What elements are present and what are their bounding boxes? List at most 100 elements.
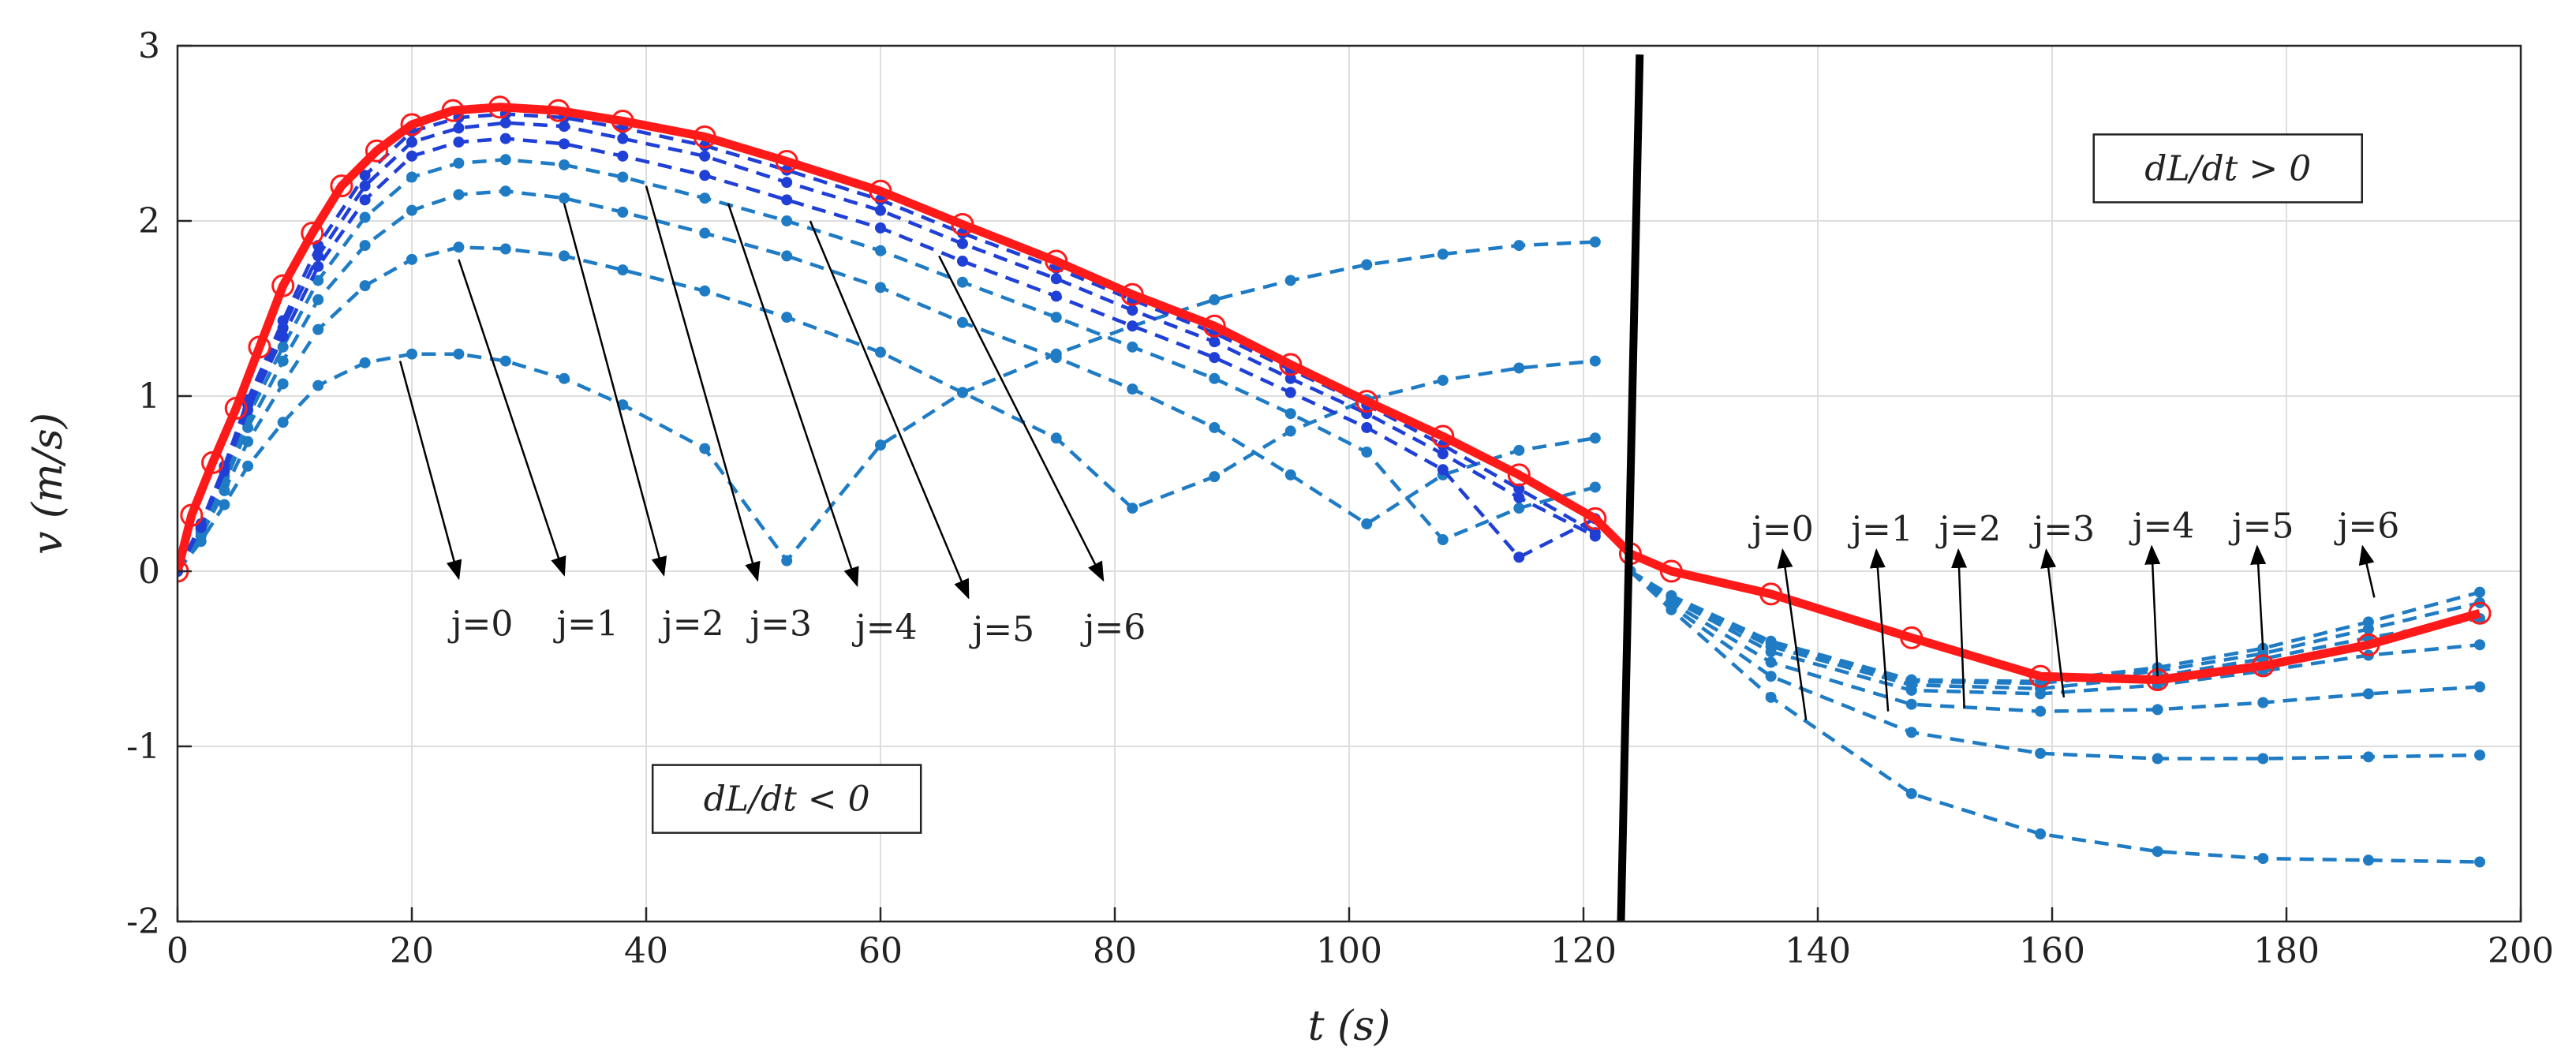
iterate-data-point: [1437, 448, 1449, 460]
iteration-arrow: [1777, 548, 1808, 720]
iterate-data-point: [1437, 464, 1449, 476]
optimal-data-point: [1045, 249, 1068, 273]
iterate-data-point: [1209, 471, 1221, 483]
iterate-data-point: [1513, 503, 1525, 514]
iterate-data-point: [956, 316, 968, 328]
iterate-data-point: [195, 518, 207, 530]
iteration-label: j=2: [658, 604, 724, 645]
iterate-data-point: [242, 460, 254, 472]
iterate-data-point: [1437, 534, 1449, 546]
iteration-arrow: [2250, 544, 2267, 650]
iterate-data-point: [1361, 259, 1373, 271]
optimal-data-point: [611, 109, 634, 133]
iterate-data-point: [699, 227, 711, 239]
iterate-data-point: [1284, 469, 1296, 480]
iterate-data-point: [781, 215, 793, 226]
boundary-line: [1617, 54, 1644, 922]
optimal-data-point: [248, 335, 271, 359]
iterate-data-point: [2257, 697, 2269, 708]
iterate-data-point: [956, 387, 968, 398]
iterate-data-point: [1765, 635, 1777, 647]
iterate-data-point: [1513, 240, 1525, 252]
iterate-data-point: [499, 133, 511, 144]
iteration-arrow: [1951, 548, 1968, 708]
region-label-box: [651, 764, 922, 834]
iterate-data-point: [312, 323, 324, 335]
iterate-data-point: [406, 136, 417, 148]
x-tick-label: 120: [1550, 931, 1617, 971]
y-tick-label: 2: [138, 201, 160, 241]
x-tick-label: 160: [2019, 931, 2085, 971]
iterate-data-point: [359, 170, 371, 181]
x-tick-label: 40: [624, 931, 668, 971]
iterate-data-point: [1437, 375, 1449, 387]
iterate-series-line: [178, 189, 1596, 573]
iterate-series-line: [178, 158, 1596, 573]
iterate-data-point: [359, 194, 371, 206]
iterate-data-point: [453, 157, 465, 169]
iterate-data-point: [312, 275, 324, 286]
iterate-data-point: [1209, 293, 1221, 305]
iteration-label: j=1: [552, 604, 619, 645]
iterate-data-point: [1209, 372, 1221, 384]
iterate-data-point: [956, 256, 968, 267]
optimal-data-point: [224, 397, 248, 421]
optimal-data-point: [2251, 654, 2275, 678]
iterate-data-point: [2474, 750, 2486, 761]
iterate-data-point: [559, 193, 570, 204]
iterate-data-point: [2474, 586, 2486, 598]
iterate-data-point: [617, 171, 629, 183]
optimal-data-point: [330, 174, 353, 198]
region-label-text: dL/dt > 0: [2144, 148, 2311, 189]
iterate-data-point: [2474, 639, 2486, 651]
axis-ticks: 0 20 40 60 80 100 120 140 160 180 200 -2 -1 0 1 2 3: [126, 26, 2554, 971]
x-tick-label: 200: [2488, 931, 2554, 971]
iterate-data-point: [1361, 421, 1373, 433]
iterate-data-point: [277, 341, 289, 353]
iteration-label: j=5: [969, 609, 1035, 649]
iterate-data-point: [1050, 290, 1062, 302]
iterate-data-point: [781, 250, 793, 262]
optimal-data-point: [1355, 390, 1378, 413]
y-tick-label: 1: [138, 376, 160, 417]
iterate-data-point: [277, 378, 289, 390]
optimal-data-point: [365, 139, 388, 163]
iteration-label: j=4: [2129, 506, 2195, 546]
iteration-arrow: [2358, 544, 2376, 598]
iterate-data-point: [1050, 312, 1062, 323]
iterate-data-point: [1513, 551, 1525, 563]
iterate-data-point: [1589, 481, 1601, 493]
iterate-data-point: [875, 194, 886, 206]
optimal-data-point: [180, 503, 204, 527]
optimal-data-point: [547, 99, 570, 122]
optimal-data-point: [488, 95, 511, 119]
iterate-data-point: [781, 312, 793, 323]
iterate-series-line: [178, 245, 1596, 573]
iterate-data-point: [406, 171, 417, 183]
iterate-data-point: [1666, 590, 1677, 602]
iteration-label: j=5: [2228, 506, 2294, 546]
iterate-data-point: [781, 194, 793, 206]
iterate-data-point: [277, 355, 289, 367]
iterate-data-point: [1513, 362, 1525, 374]
iterate-data-point: [1765, 691, 1777, 703]
optimal-data-point: [1120, 282, 1144, 306]
optimal-data-point: [1279, 353, 1303, 376]
iteration-arrow: [1869, 548, 1890, 712]
iterate-data-point: [617, 206, 629, 218]
x-tick-label: 60: [858, 931, 903, 971]
x-tick-label: 0: [166, 931, 189, 971]
iterate-data-point: [781, 164, 793, 176]
iterate-data-point: [1589, 355, 1601, 367]
iterate-data-point: [559, 138, 570, 150]
iterate-data-point: [875, 439, 886, 451]
iterate-data-point: [312, 293, 324, 305]
iterate-data-point: [453, 241, 465, 253]
iterate-data-point: [499, 243, 511, 255]
iterate-data-point: [2152, 753, 2163, 765]
optimal-data-point: [1583, 507, 1607, 530]
x-tick-label: 140: [1785, 931, 1851, 971]
iteration-label: j=4: [851, 608, 918, 648]
iteration-arrow: [645, 185, 761, 582]
